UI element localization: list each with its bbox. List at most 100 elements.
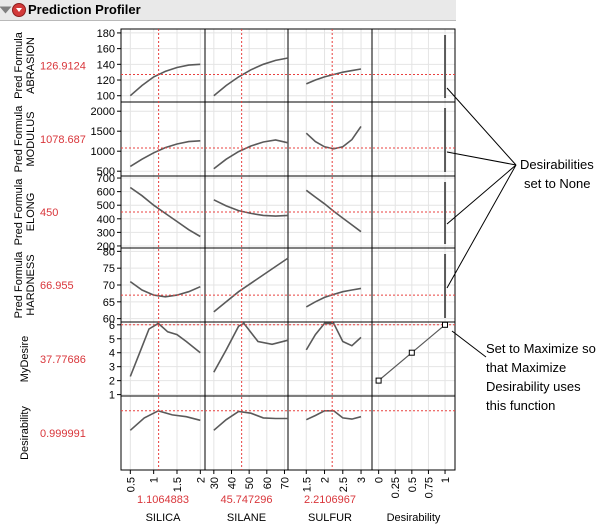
x-tick-label: 1: [149, 477, 161, 483]
column-factor-name: Desirability: [387, 512, 441, 524]
x-tick-label: 0.5: [407, 477, 419, 492]
profile-curve: [129, 186, 201, 238]
annotation-leader-line: [446, 151, 517, 166]
row-current-value: 450: [40, 207, 58, 219]
row-current-value: 66.955: [40, 280, 74, 292]
y-tick-label: 2000: [91, 106, 115, 118]
y-tick-label: 300: [97, 227, 115, 239]
y-tick-label: 160: [97, 44, 115, 56]
annotation-leader-line: [446, 164, 517, 225]
row-label-top: Pred Formula: [13, 251, 25, 319]
row-label-response: MyDesire: [19, 336, 31, 382]
desirability-handle: [408, 349, 415, 356]
row-label-response: ELONG: [25, 193, 37, 232]
x-tick-label: 50: [244, 477, 256, 489]
row-label-group: MyDesire: [19, 336, 31, 382]
profile-curve: [129, 322, 201, 377]
annotation-none: Desirabilities set to None: [520, 155, 594, 193]
profile-curve: [305, 287, 362, 308]
profiler-cell: [204, 101, 289, 177]
annotation-maximize-line: this function: [486, 398, 556, 413]
desirability-handle: [375, 377, 382, 384]
row-label-group: Pred Formula MODULUS: [13, 105, 37, 173]
y-tick-label: 75: [103, 263, 115, 275]
x-tick-label: 0.5: [125, 477, 137, 492]
profiler-cell: [287, 28, 373, 103]
x-tick-label: 70: [279, 477, 291, 489]
y-tick-label: 600: [97, 187, 115, 199]
y-tick-label: 3: [109, 362, 115, 374]
x-tick-label: 30: [209, 477, 221, 489]
x-tick-label: 40: [226, 477, 238, 489]
y-tick-label: 60: [103, 314, 115, 326]
annotation-maximize: Set to Maximize so that Maximize Desirab…: [486, 339, 596, 415]
profile-curve: [305, 68, 362, 85]
column-factor-name: SILICA: [146, 512, 182, 524]
row-current-value: 37.77686: [40, 354, 86, 366]
profile-curve: [305, 125, 362, 150]
profile-curve: [213, 410, 288, 431]
x-tick-label: 2.5: [338, 477, 350, 492]
profiler-cell: [287, 321, 373, 397]
annotation-none-line: Desirabilities: [520, 157, 594, 172]
annotation-maximize-line: that Maximize: [486, 360, 567, 375]
y-tick-label: 6: [109, 320, 115, 332]
row-label-group: Pred Formula ELONG: [13, 178, 37, 246]
annotation-maximize-line: Desirability uses: [486, 379, 581, 394]
y-tick-label: 500: [97, 200, 115, 212]
profile-curve: [305, 189, 362, 233]
y-tick-label: 700: [97, 173, 115, 185]
column-current-value: 1.1064883: [137, 494, 189, 506]
y-tick-label: 80: [103, 246, 115, 258]
profiler-cell: [204, 395, 289, 471]
profile-curve: [213, 322, 289, 373]
profiler-title-bar: Prediction Profiler: [0, 0, 456, 21]
profiler-cell: [120, 321, 206, 397]
profile-curve: [213, 257, 289, 313]
y-tick-label: 400: [97, 214, 115, 226]
column-factor-name: SILANE: [227, 512, 266, 524]
profiler-cell: [371, 28, 456, 103]
annotation-leader-line: [451, 330, 487, 358]
profiler-cell: [371, 321, 456, 397]
x-tick-label: 0.25: [390, 477, 402, 498]
y-tick-label: 500: [97, 166, 115, 178]
x-tick-label: 1.5: [301, 477, 313, 492]
row-label-response: Desirability: [19, 406, 31, 460]
profile-curve: [129, 140, 201, 168]
profiler-cell: [287, 395, 373, 471]
red-triangle-menu-icon[interactable]: [12, 3, 26, 17]
x-tick-label: 0: [374, 477, 386, 483]
y-tick-label: 140: [97, 59, 115, 71]
y-tick-label: 180: [97, 28, 115, 40]
profiler-cell: [120, 395, 206, 471]
y-tick-label: 1: [109, 390, 115, 402]
profile-curve: [305, 409, 362, 421]
y-tick-label: 1000: [91, 146, 115, 158]
profile-curve: [213, 199, 289, 217]
profile-curve: [213, 57, 289, 97]
y-tick-label: 65: [103, 297, 115, 309]
y-tick-label: 100: [97, 91, 115, 103]
x-tick-label: 60: [262, 477, 274, 489]
x-tick-label: 0.75: [423, 477, 435, 498]
profile-curve: [129, 280, 201, 298]
y-tick-label: 200: [97, 241, 115, 253]
row-label-group: Pred Formula HARDNESS: [13, 251, 37, 319]
row-label-response: MODULUS: [25, 111, 37, 166]
profiler-cell: [204, 321, 289, 397]
column-current-value: 45.747296: [221, 494, 273, 506]
row-label-group: Desirability: [19, 406, 31, 460]
profiler-title: Prediction Profiler: [28, 2, 141, 17]
profiler-cell: [287, 101, 373, 177]
column-current-value: 2.2106967: [304, 494, 356, 506]
row-current-value: 1078.687: [40, 134, 86, 146]
y-tick-label: 4: [109, 348, 115, 360]
row-label-response: HARDNESS: [25, 254, 37, 315]
y-tick-label: 70: [103, 280, 115, 292]
profiler-cell: [204, 28, 289, 103]
x-tick-label: 1.5: [172, 477, 184, 492]
profile-curve: [129, 409, 201, 431]
profiler-cell: [371, 101, 456, 177]
